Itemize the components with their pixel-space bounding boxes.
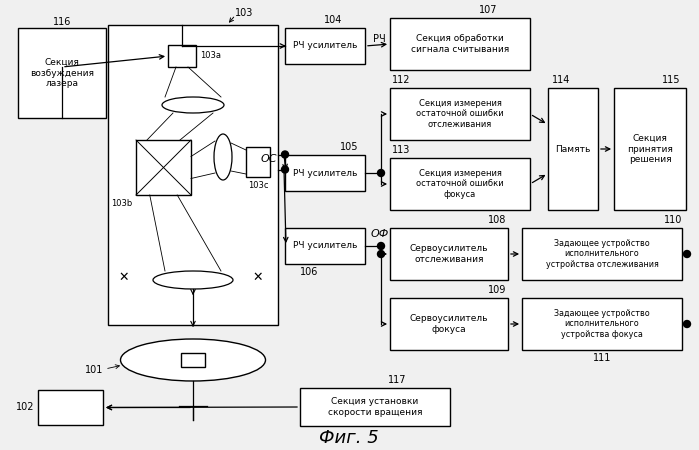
Circle shape xyxy=(377,251,384,257)
Text: 106: 106 xyxy=(300,267,318,277)
Bar xyxy=(38,390,103,425)
Circle shape xyxy=(377,243,384,249)
Text: 113: 113 xyxy=(392,145,410,155)
Circle shape xyxy=(282,166,289,173)
Bar xyxy=(168,45,196,67)
Text: ✕: ✕ xyxy=(119,270,129,284)
Bar xyxy=(548,88,598,210)
Bar xyxy=(522,228,682,280)
Bar xyxy=(390,298,508,350)
Text: Секция
возбуждения
лазера: Секция возбуждения лазера xyxy=(30,58,94,88)
Text: Секция измерения
остаточной ошибки
фокуса: Секция измерения остаточной ошибки фокус… xyxy=(416,169,504,199)
Text: Секция
принятия
решения: Секция принятия решения xyxy=(627,134,673,164)
Text: 111: 111 xyxy=(593,353,611,363)
Text: РЧ усилитель: РЧ усилитель xyxy=(293,242,357,251)
Text: 103b: 103b xyxy=(110,198,132,207)
Text: Секция установки
скорости вращения: Секция установки скорости вращения xyxy=(328,397,422,417)
Bar xyxy=(181,353,205,367)
Bar xyxy=(108,25,278,325)
Text: РЧ усилитель: РЧ усилитель xyxy=(293,168,357,177)
Bar xyxy=(522,298,682,350)
Ellipse shape xyxy=(120,339,266,381)
Ellipse shape xyxy=(214,134,232,180)
Text: Задающее устройство
исполнительного
устройства фокуса: Задающее устройство исполнительного устр… xyxy=(554,309,650,339)
Text: 112: 112 xyxy=(392,75,410,85)
Bar xyxy=(136,140,191,195)
Text: Секция обработки
сигнала считывания: Секция обработки сигнала считывания xyxy=(411,34,509,54)
Circle shape xyxy=(684,251,691,257)
Text: Сервоусилитель
отслеживания: Сервоусилитель отслеживания xyxy=(410,244,488,264)
Text: 107: 107 xyxy=(479,5,497,15)
Text: Фиг. 5: Фиг. 5 xyxy=(319,429,379,447)
Text: 117: 117 xyxy=(388,375,407,385)
Text: ОС: ОС xyxy=(261,154,277,164)
Bar xyxy=(285,28,365,64)
Text: 115: 115 xyxy=(663,75,681,85)
Bar xyxy=(390,18,530,70)
Text: 104: 104 xyxy=(324,15,343,25)
Circle shape xyxy=(282,151,289,158)
Text: ✕: ✕ xyxy=(253,270,264,284)
Bar xyxy=(390,228,508,280)
Text: 116: 116 xyxy=(53,17,71,27)
Text: 103a: 103a xyxy=(200,51,221,60)
Text: 114: 114 xyxy=(552,75,570,85)
Bar xyxy=(246,147,270,177)
Text: Задающее устройство
исполнительного
устройства отслеживания: Задающее устройство исполнительного устр… xyxy=(545,239,658,269)
Text: 109: 109 xyxy=(488,285,506,295)
Bar xyxy=(390,88,530,140)
Text: Сервоусилитель
фокуса: Сервоусилитель фокуса xyxy=(410,314,488,334)
Bar xyxy=(285,228,365,264)
Bar xyxy=(390,158,530,210)
Text: 103: 103 xyxy=(235,8,253,18)
Text: 102: 102 xyxy=(15,402,34,413)
Text: 110: 110 xyxy=(663,215,682,225)
Ellipse shape xyxy=(162,97,224,113)
Bar xyxy=(285,155,365,191)
Text: 101: 101 xyxy=(85,365,103,375)
Text: Секция измерения
остаточной ошибки
отслеживания: Секция измерения остаточной ошибки отсле… xyxy=(416,99,504,129)
Bar xyxy=(614,88,686,210)
Bar xyxy=(300,388,450,426)
Text: РЧ усилитель: РЧ усилитель xyxy=(293,41,357,50)
Text: Память: Память xyxy=(555,144,591,153)
Text: ОФ: ОФ xyxy=(371,229,389,239)
Bar xyxy=(18,28,106,118)
Text: РЧ: РЧ xyxy=(373,34,386,44)
Text: 105: 105 xyxy=(340,142,359,152)
Text: 108: 108 xyxy=(488,215,506,225)
Text: 103c: 103c xyxy=(247,180,268,189)
Ellipse shape xyxy=(153,271,233,289)
Circle shape xyxy=(377,170,384,176)
Circle shape xyxy=(684,320,691,328)
